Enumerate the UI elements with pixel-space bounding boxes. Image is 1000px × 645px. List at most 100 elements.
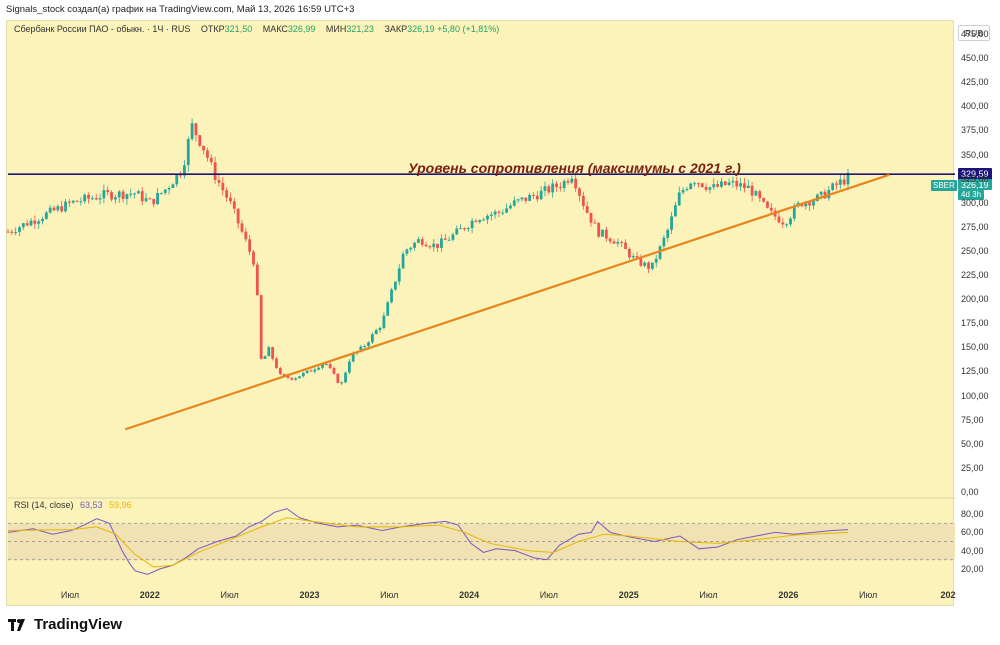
price-tick-label: 225,00 bbox=[961, 270, 989, 281]
candle bbox=[397, 264, 401, 286]
candle-body bbox=[666, 229, 670, 238]
candle bbox=[758, 189, 762, 202]
candle-body bbox=[601, 229, 604, 237]
candle-body bbox=[838, 179, 842, 185]
high-value: 326,99 bbox=[287, 24, 316, 34]
candle bbox=[501, 209, 505, 216]
candle bbox=[324, 363, 328, 366]
candle bbox=[716, 180, 719, 188]
close-value: 326,19 bbox=[407, 24, 435, 34]
candle-body bbox=[535, 195, 539, 200]
candle bbox=[547, 184, 551, 195]
candle bbox=[720, 178, 723, 189]
candle-body bbox=[98, 198, 102, 200]
candle-body bbox=[175, 174, 179, 185]
candle bbox=[566, 178, 570, 185]
candle-body bbox=[309, 370, 313, 372]
chart-area[interactable] bbox=[6, 20, 954, 606]
price-tick-label: 300,00 bbox=[961, 197, 989, 208]
candle bbox=[835, 180, 838, 190]
candle-body bbox=[324, 363, 328, 365]
candle-body bbox=[528, 194, 532, 201]
candle-body bbox=[604, 229, 608, 239]
time-tick-label: 2024 bbox=[459, 590, 480, 600]
candle bbox=[33, 215, 37, 229]
candle bbox=[666, 228, 670, 243]
candle-body bbox=[658, 246, 662, 259]
candle bbox=[474, 218, 478, 223]
candle bbox=[340, 381, 344, 386]
candle-body bbox=[60, 206, 64, 212]
candle bbox=[509, 203, 512, 210]
candle bbox=[681, 187, 685, 195]
time-tick-label: Июл bbox=[220, 590, 239, 600]
candle-body bbox=[298, 376, 301, 379]
candle bbox=[148, 197, 152, 200]
candle bbox=[436, 243, 439, 253]
candle bbox=[271, 346, 275, 361]
candle bbox=[401, 251, 405, 269]
candle bbox=[428, 244, 432, 250]
candle-body bbox=[593, 222, 597, 224]
candle-body bbox=[627, 248, 631, 258]
candle bbox=[244, 227, 248, 242]
candle-body bbox=[585, 206, 589, 213]
time-tick-label: 2022 bbox=[139, 590, 160, 600]
candle-body bbox=[278, 368, 282, 375]
candle-body bbox=[202, 145, 206, 151]
candle-body bbox=[455, 228, 459, 235]
candle-body bbox=[727, 182, 731, 186]
candle-body bbox=[578, 188, 581, 196]
candle bbox=[317, 366, 321, 371]
bar-countdown-tag: 4d 3h bbox=[958, 190, 985, 200]
candle bbox=[94, 193, 98, 201]
candle bbox=[451, 232, 455, 242]
candle-body bbox=[708, 187, 712, 190]
candle-body bbox=[167, 188, 171, 190]
rsi-line bbox=[7, 508, 849, 575]
candle bbox=[555, 181, 558, 192]
candle-body bbox=[271, 347, 275, 359]
currency-selector[interactable]: RUB bbox=[958, 25, 990, 41]
candle-body bbox=[735, 180, 739, 187]
ticker-badge: SBER bbox=[931, 180, 957, 191]
candle-body bbox=[56, 206, 60, 211]
candle-body bbox=[846, 172, 850, 185]
candle bbox=[344, 371, 347, 384]
resistance-annotation[interactable]: Уровень сопротивления (максимумы с 2021 … bbox=[408, 160, 741, 176]
candle bbox=[229, 192, 232, 205]
close-label: ЗАКР bbox=[384, 24, 408, 34]
candle-body bbox=[842, 179, 846, 185]
candle bbox=[64, 198, 67, 213]
candle bbox=[328, 361, 332, 370]
candle-body bbox=[819, 191, 823, 195]
brand-name: TradingView bbox=[34, 616, 123, 633]
candle bbox=[505, 203, 509, 214]
candle bbox=[301, 371, 305, 378]
candle bbox=[624, 239, 627, 250]
candle bbox=[144, 193, 148, 203]
candle-body bbox=[390, 289, 393, 303]
candle-body bbox=[267, 347, 271, 357]
candle-body bbox=[766, 201, 769, 208]
candle bbox=[443, 233, 447, 240]
candle-body bbox=[432, 243, 436, 248]
candle bbox=[677, 186, 681, 206]
candle bbox=[278, 366, 282, 375]
candle bbox=[336, 373, 340, 384]
candle bbox=[133, 192, 136, 199]
candle bbox=[102, 184, 106, 204]
candle bbox=[842, 174, 846, 187]
candle-body bbox=[94, 198, 98, 200]
candle bbox=[363, 344, 367, 349]
candle bbox=[175, 173, 179, 187]
candle bbox=[551, 179, 555, 198]
candle-body bbox=[482, 219, 486, 221]
candle-body bbox=[286, 375, 290, 378]
candle-body bbox=[140, 191, 144, 202]
candle bbox=[497, 210, 501, 218]
tradingview-brand[interactable]: TradingView bbox=[8, 616, 122, 633]
candle bbox=[597, 222, 601, 239]
candle bbox=[163, 189, 167, 196]
